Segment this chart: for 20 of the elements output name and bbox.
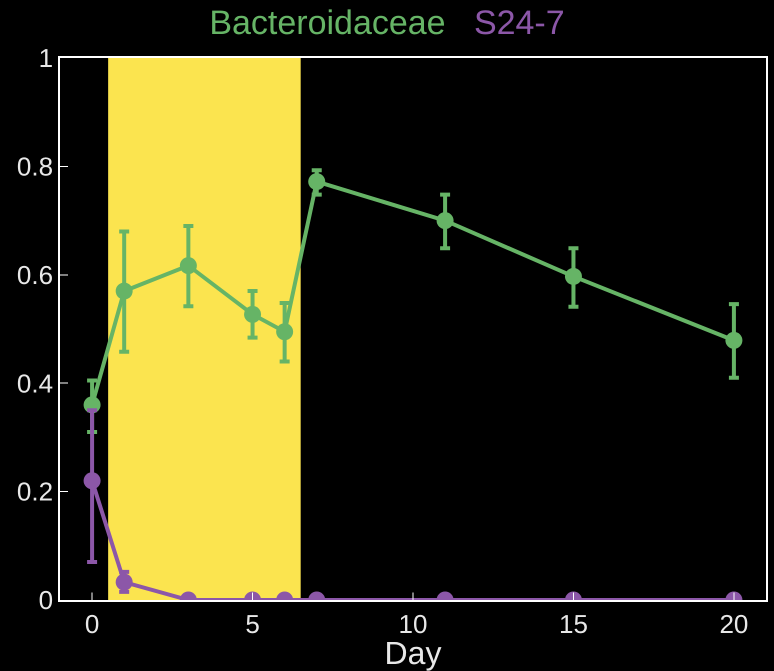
x-tick-label: 15: [558, 608, 588, 639]
x-tick-label: 0: [84, 608, 100, 639]
y-tick-label: 0.8: [16, 152, 54, 182]
y-tick-label: 0.2: [16, 476, 54, 507]
point: [116, 282, 133, 300]
point: [180, 257, 197, 274]
point: [244, 306, 262, 323]
y-tick-label: 0: [38, 585, 54, 616]
point: [436, 212, 454, 230]
x-tick-label: 5: [245, 608, 260, 639]
x-tick-label: 20: [719, 608, 748, 639]
point: [564, 268, 582, 285]
y-tick-label: 0.6: [16, 260, 54, 290]
point: [276, 323, 294, 340]
text: Bacteroidaceae: [209, 4, 446, 42]
point: [308, 173, 326, 190]
point: [725, 332, 742, 349]
text: S24-7: [474, 4, 565, 42]
y-tick-label: 0.4: [16, 368, 54, 398]
y-tick-label: 1: [38, 43, 54, 74]
